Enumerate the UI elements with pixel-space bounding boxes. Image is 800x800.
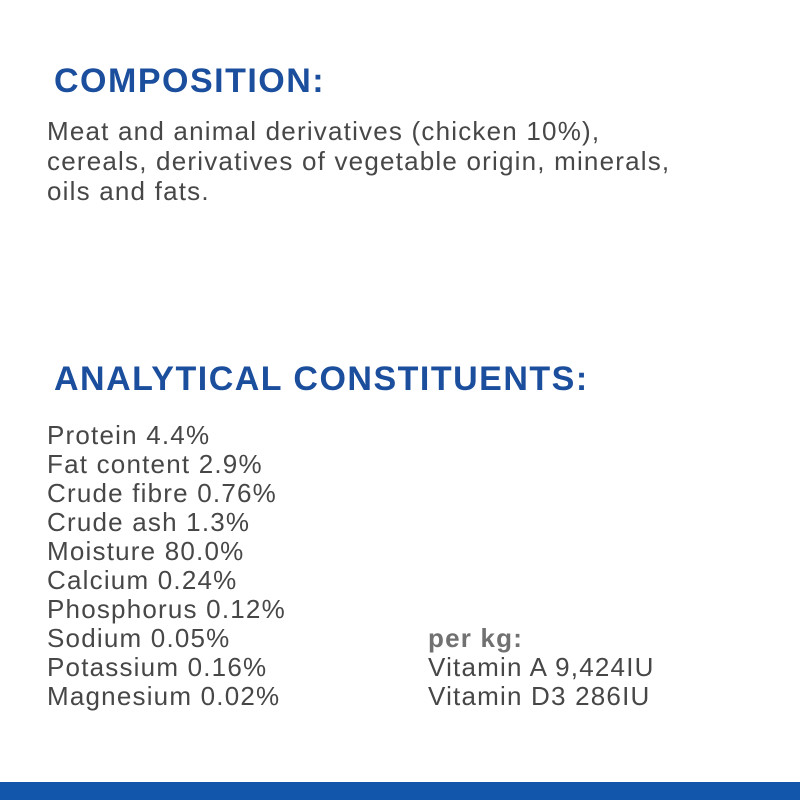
vitamin-item: Vitamin D3 286IU	[428, 681, 651, 711]
constituent-item: Magnesium 0.02%	[47, 681, 281, 711]
constituent-item: Fat content 2.9%	[47, 449, 263, 479]
analytical-heading: ANALYTICAL CONSTITUENTS:	[54, 360, 589, 398]
per-kg-block: per kg: Vitamin A 9,424IU Vitamin D3 286…	[428, 624, 655, 711]
constituent-item: Sodium 0.05%	[47, 623, 231, 653]
composition-text-line: cereals, derivatives of vegetable origin…	[47, 146, 671, 176]
constituent-item: Crude ash 1.3%	[47, 507, 251, 537]
constituent-item: Protein 4.4%	[47, 420, 211, 450]
constituent-item: Moisture 80.0%	[47, 536, 245, 566]
composition-heading: COMPOSITION:	[54, 62, 326, 100]
composition-text: Meat and animal derivatives (chicken 10%…	[47, 116, 670, 206]
vitamin-item: Vitamin A 9,424IU	[428, 652, 655, 682]
analytical-constituents-list: Protein 4.4% Fat content 2.9% Crude fibr…	[47, 421, 286, 711]
constituent-item: Calcium 0.24%	[47, 565, 238, 595]
constituent-item: Crude fibre 0.76%	[47, 478, 277, 508]
constituent-item: Phosphorus 0.12%	[47, 594, 286, 624]
constituent-item: Potassium 0.16%	[47, 652, 268, 682]
composition-text-line: Meat and animal derivatives (chicken 10%…	[47, 116, 601, 146]
composition-text-line: oils and fats.	[47, 176, 210, 206]
bottom-accent-bar	[0, 782, 800, 800]
per-kg-label: per kg:	[428, 623, 524, 653]
